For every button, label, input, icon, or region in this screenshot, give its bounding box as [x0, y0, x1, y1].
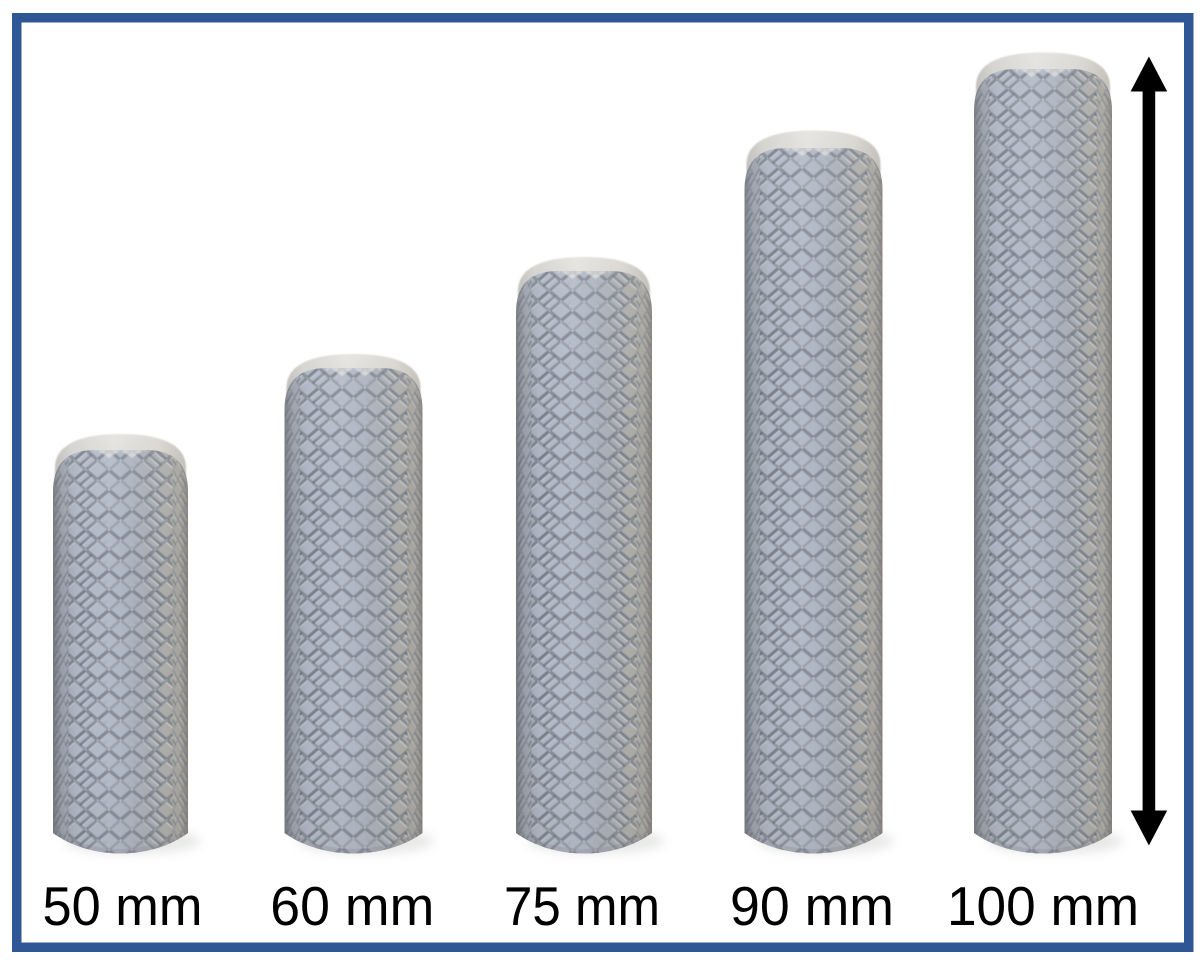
- svg-text:50 mm: 50 mm: [43, 875, 203, 937]
- svg-text:60 mm: 60 mm: [270, 875, 434, 937]
- svg-text:90 mm: 90 mm: [730, 875, 894, 937]
- svg-text:100 mm: 100 mm: [947, 875, 1139, 937]
- svg-text:75 mm: 75 mm: [504, 875, 660, 937]
